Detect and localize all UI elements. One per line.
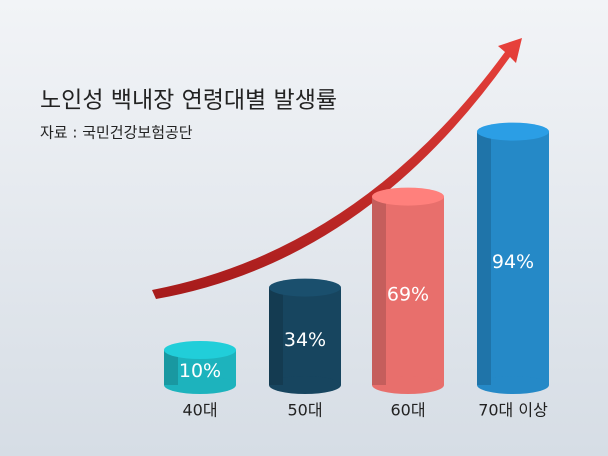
category-label: 40대: [182, 401, 217, 420]
cylinder-bottom: [269, 376, 341, 394]
chart-subtitle: 자료 : 국민건강보험공단: [40, 124, 193, 142]
value-label: 10%: [179, 360, 221, 382]
cylinder-bottom: [372, 376, 444, 394]
value-label: 94%: [492, 251, 534, 273]
cylinder-top: [269, 278, 341, 297]
cylinder-bottom: [477, 376, 549, 394]
value-label: 34%: [284, 329, 326, 351]
cylinder-top: [164, 341, 236, 359]
cylinder-shade: [164, 350, 178, 385]
cylinder-top: [372, 187, 444, 206]
category-label: 60대: [390, 401, 425, 420]
cylinder-bottom: [164, 376, 236, 394]
cylinder-top: [477, 122, 549, 141]
cylinder-shade: [269, 287, 283, 385]
cylinder-shade: [372, 196, 386, 385]
category-label: 50대: [287, 401, 322, 420]
chart-title: 노인성 백내장 연령대별 발생률: [40, 88, 337, 114]
category-label: 70대 이상: [478, 401, 548, 420]
value-label: 69%: [387, 283, 429, 305]
cylinder-shade: [477, 131, 491, 385]
